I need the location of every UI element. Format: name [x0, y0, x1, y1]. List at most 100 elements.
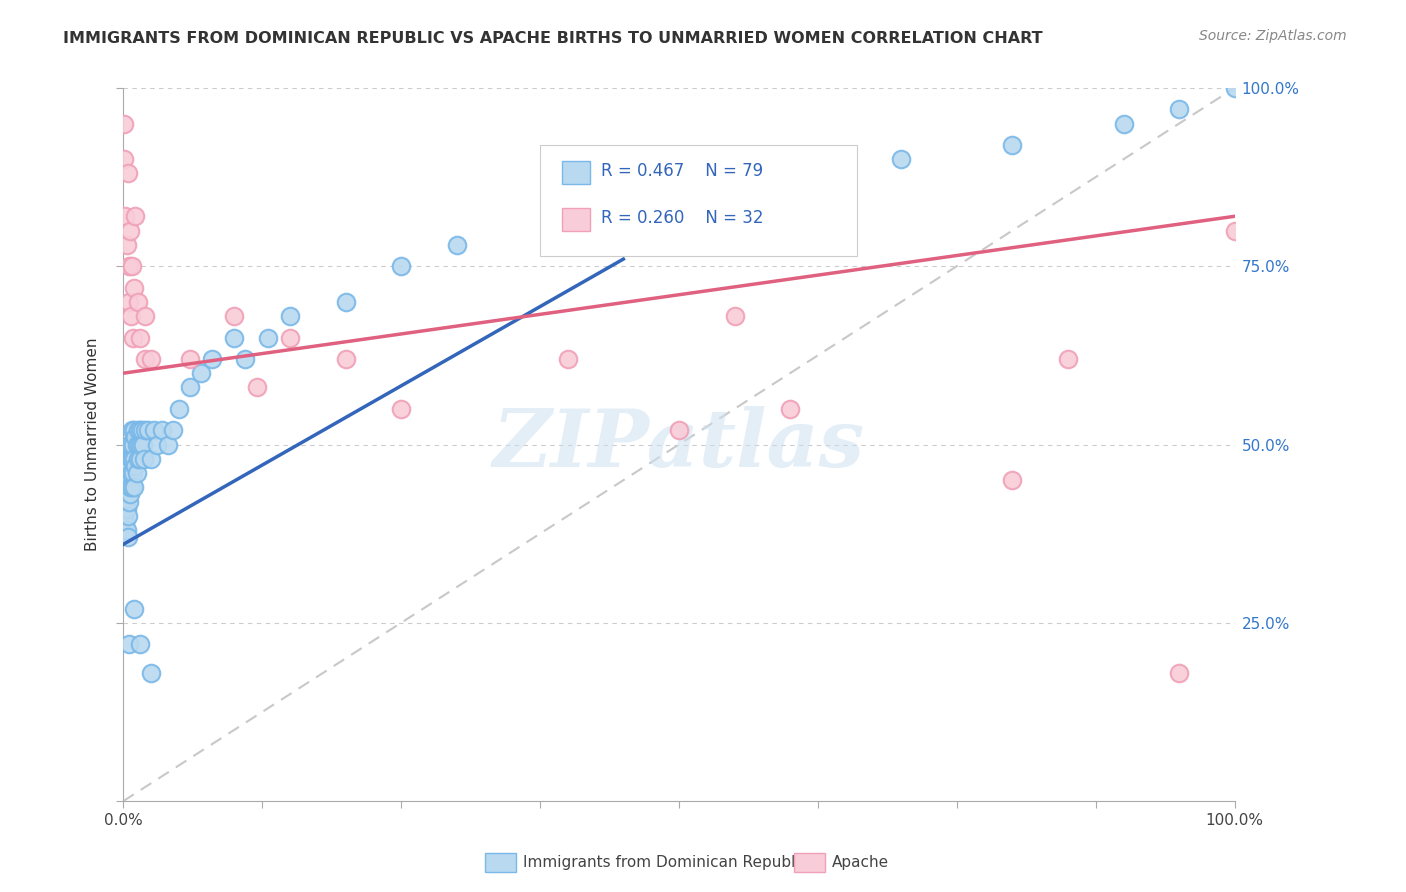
- Point: [114, 487, 136, 501]
- Point: [122, 330, 145, 344]
- Point: [112, 153, 135, 167]
- Point: [117, 166, 139, 180]
- Point: [112, 117, 135, 131]
- Point: [150, 423, 173, 437]
- Point: [668, 423, 690, 437]
- Point: [115, 501, 138, 516]
- Point: [124, 280, 146, 294]
- Point: [112, 480, 135, 494]
- Point: [162, 423, 184, 437]
- Point: [1168, 665, 1191, 680]
- Point: [120, 466, 142, 480]
- Point: [890, 153, 912, 167]
- Point: [125, 437, 148, 451]
- Point: [134, 309, 156, 323]
- Point: [201, 351, 224, 366]
- Point: [127, 451, 149, 466]
- Point: [118, 637, 141, 651]
- Point: [114, 501, 136, 516]
- Point: [114, 494, 136, 508]
- Point: [557, 209, 579, 223]
- Text: ZIPatlas: ZIPatlas: [494, 406, 865, 483]
- Point: [167, 401, 190, 416]
- Point: [115, 458, 138, 473]
- FancyBboxPatch shape: [540, 145, 856, 255]
- Point: [134, 451, 156, 466]
- Point: [179, 351, 201, 366]
- Point: [136, 423, 159, 437]
- Point: [179, 380, 201, 394]
- Point: [124, 430, 146, 444]
- Point: [235, 351, 257, 366]
- Point: [114, 209, 136, 223]
- Point: [1001, 138, 1024, 153]
- Point: [117, 480, 139, 494]
- Point: [121, 451, 143, 466]
- Text: Apache: Apache: [832, 855, 890, 870]
- Point: [224, 330, 246, 344]
- Point: [117, 530, 139, 544]
- Text: Immigrants from Dominican Republic: Immigrants from Dominican Republic: [523, 855, 808, 870]
- Point: [131, 423, 153, 437]
- Point: [118, 494, 141, 508]
- Point: [115, 237, 138, 252]
- Point: [114, 466, 136, 480]
- Point: [129, 437, 152, 451]
- Point: [112, 487, 135, 501]
- Point: [134, 351, 156, 366]
- Point: [124, 423, 146, 437]
- Point: [139, 451, 162, 466]
- Point: [118, 487, 141, 501]
- Point: [1223, 81, 1246, 95]
- Point: [779, 166, 801, 180]
- Point: [124, 601, 146, 615]
- Point: [127, 294, 149, 309]
- Point: [143, 423, 166, 437]
- Point: [278, 309, 301, 323]
- Point: [118, 437, 141, 451]
- Point: [114, 480, 136, 494]
- Point: [118, 480, 141, 494]
- Point: [118, 451, 141, 466]
- Point: [120, 309, 142, 323]
- Point: [112, 508, 135, 523]
- Point: [1112, 117, 1135, 131]
- Point: [245, 380, 267, 394]
- Point: [121, 423, 143, 437]
- Point: [124, 451, 146, 466]
- Point: [134, 423, 156, 437]
- Point: [779, 401, 801, 416]
- Point: [127, 423, 149, 437]
- Point: [128, 330, 150, 344]
- Point: [1223, 223, 1246, 237]
- Point: [446, 237, 468, 252]
- Point: [124, 209, 146, 223]
- Point: [112, 494, 135, 508]
- Point: [145, 437, 167, 451]
- Point: [120, 451, 142, 466]
- Point: [124, 480, 146, 494]
- Point: [118, 223, 141, 237]
- Point: [121, 480, 143, 494]
- Point: [117, 487, 139, 501]
- Point: [125, 466, 148, 480]
- Point: [115, 480, 138, 494]
- Point: [122, 437, 145, 451]
- Point: [224, 309, 246, 323]
- Text: R = 0.467    N = 79: R = 0.467 N = 79: [602, 162, 763, 180]
- Point: [389, 259, 412, 273]
- Point: [190, 366, 212, 380]
- Point: [128, 423, 150, 437]
- Point: [115, 473, 138, 487]
- Point: [114, 516, 136, 530]
- Point: [120, 437, 142, 451]
- Y-axis label: Births to Unmarried Women: Births to Unmarried Women: [86, 338, 100, 551]
- Point: [112, 523, 135, 537]
- Point: [335, 351, 357, 366]
- Point: [156, 437, 179, 451]
- Point: [139, 351, 162, 366]
- Point: [335, 294, 357, 309]
- Point: [256, 330, 278, 344]
- Point: [557, 351, 579, 366]
- Point: [121, 259, 143, 273]
